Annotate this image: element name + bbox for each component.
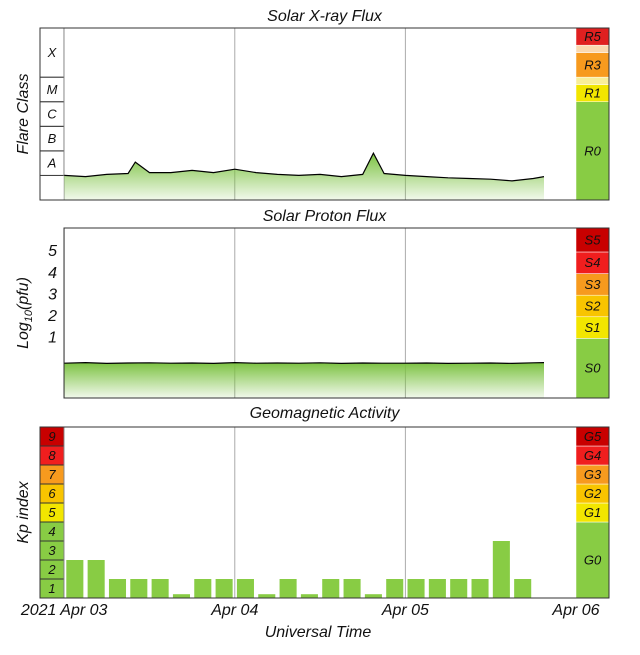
y-tick-label: 1 [48, 330, 57, 347]
x-tick-label: 2021 Apr 03 [20, 602, 108, 619]
noaa-scale-label: S1 [585, 320, 601, 335]
kp-bar [471, 579, 489, 598]
kp-bar [492, 541, 510, 598]
plot-frame [39, 27, 610, 201]
flux-area [64, 153, 544, 200]
kp-bar [236, 579, 254, 598]
scale-box [39, 150, 65, 176]
panel-title: Solar X-ray Flux [267, 8, 383, 25]
noaa-scale-label: S3 [585, 277, 602, 292]
plot-frame [63, 227, 610, 399]
noaa-scale-label: S4 [585, 255, 601, 270]
scale-box [39, 76, 65, 103]
kp-bar [108, 579, 127, 598]
kp-bar [87, 560, 105, 598]
x-tick-label: Apr 06 [551, 602, 599, 619]
plot-background [40, 427, 576, 598]
kp-bar [279, 579, 297, 598]
y-tick-label: 2 [47, 308, 57, 325]
scale-label: 6 [48, 486, 56, 501]
y-axis-label: Kp index [15, 480, 32, 543]
kp-bar [66, 560, 84, 598]
noaa-scale-band [575, 521, 610, 599]
scale-label: 4 [48, 524, 55, 539]
scale-label: 1 [48, 581, 55, 596]
panel-title: Solar Proton Flux [263, 208, 388, 225]
scale-label: 2 [47, 562, 56, 577]
noaa-scale-label: S2 [585, 298, 602, 313]
scale-label: 3 [48, 543, 56, 558]
scale-label: C [47, 106, 57, 121]
noaa-scale-label: G5 [584, 429, 602, 444]
kp-bar [300, 594, 318, 598]
noaa-scale-band [575, 338, 610, 399]
noaa-scale-label: G2 [584, 486, 602, 501]
kp-bar [514, 579, 532, 598]
noaa-scale-label: R3 [584, 57, 601, 72]
noaa-scale-label: S0 [585, 361, 602, 376]
plot-frame [39, 426, 610, 599]
kp-bar [322, 579, 340, 598]
noaa-scale-label: R5 [584, 29, 601, 44]
x-tick-label: Apr 05 [381, 602, 429, 619]
noaa-scale-band [575, 44, 610, 53]
scale-label: M [47, 82, 58, 97]
scale-box [39, 101, 65, 127]
scale-label: 9 [48, 429, 55, 444]
y-axis-label-part: (pfu) [15, 277, 32, 310]
scale-label: A [47, 156, 57, 171]
flux-line [64, 361, 545, 365]
flux-area [64, 362, 544, 398]
noaa-scale-band [575, 76, 610, 85]
panel-title: Geomagnetic Activity [250, 405, 401, 422]
kp-bar [407, 579, 425, 598]
y-tick-label: 3 [48, 286, 57, 303]
kp-bar [343, 579, 361, 598]
y-axis-label: Log10(pfu) [15, 277, 35, 349]
y-axis-label: Flare Class [15, 74, 32, 155]
kp-bar [172, 594, 190, 598]
kp-bar [215, 579, 233, 598]
noaa-scale-label: R1 [584, 86, 601, 101]
scale-label: X [47, 45, 58, 60]
noaa-scale-label: S5 [585, 232, 602, 247]
noaa-scale-label: G0 [584, 552, 602, 567]
x-axis-label: Universal Time [265, 624, 372, 641]
kp-bar [130, 579, 148, 598]
kp-bar [428, 579, 446, 598]
kp-bar [151, 579, 169, 598]
scale-label: B [48, 131, 57, 146]
y-tick-label: 5 [48, 243, 57, 260]
kp-bar [364, 594, 382, 598]
noaa-scale-label: G4 [584, 448, 601, 463]
x-tick-label: Apr 04 [210, 602, 258, 619]
scale-label: 5 [48, 505, 56, 520]
flux-line [64, 151, 545, 182]
y-axis-label-part: Log [15, 322, 32, 349]
y-axis-label-part: 10 [23, 309, 35, 322]
kp-bar [194, 579, 212, 598]
noaa-scale-label: R0 [584, 143, 601, 158]
noaa-scale-label: G3 [584, 467, 602, 482]
scale-label: 7 [48, 467, 56, 482]
kp-bar [386, 579, 404, 598]
kp-bar [258, 594, 276, 598]
kp-bar [450, 579, 468, 598]
scale-label: 8 [48, 448, 56, 463]
noaa-scale-band [575, 52, 610, 78]
y-tick-label: 4 [48, 265, 57, 282]
noaa-scale-label: G1 [584, 505, 601, 520]
